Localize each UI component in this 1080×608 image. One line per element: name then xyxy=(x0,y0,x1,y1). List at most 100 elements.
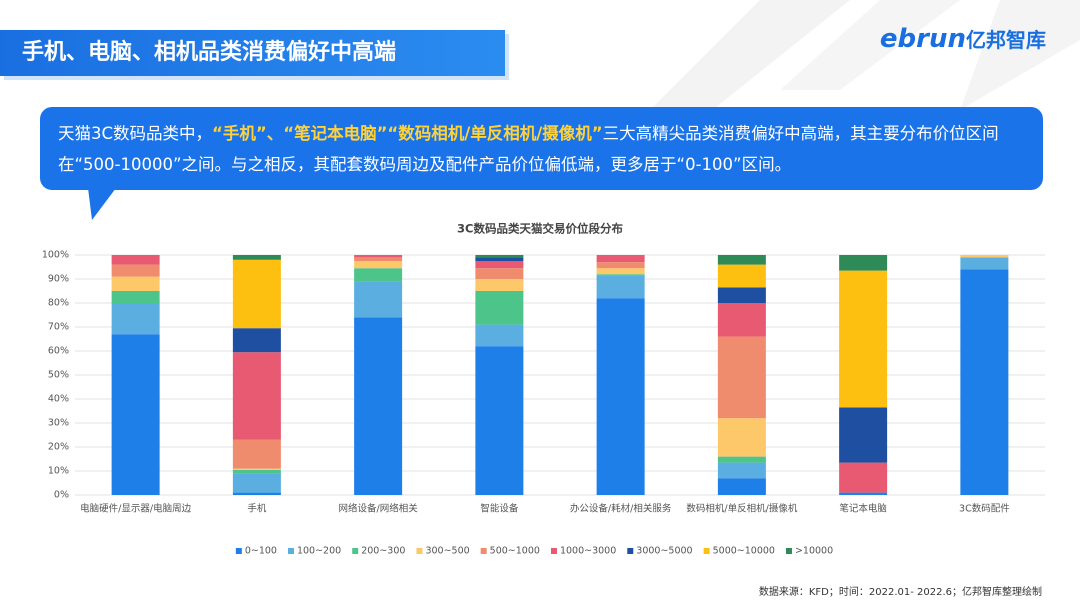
bar-segment xyxy=(354,268,403,282)
bar-segment xyxy=(596,255,645,263)
bar-segment xyxy=(111,255,160,265)
logo: ebrun亿邦智库 xyxy=(880,24,1046,54)
bar-segment xyxy=(475,279,524,291)
bar-segment xyxy=(839,407,888,463)
y-tick-label: 50% xyxy=(48,370,69,381)
bar-segment xyxy=(717,418,766,457)
bar-segment xyxy=(111,303,160,335)
y-tick-label: 70% xyxy=(48,322,69,333)
bar-segment xyxy=(232,352,281,440)
x-tick-label: 办公设备/耗材/相关服务 xyxy=(570,503,672,515)
bar-segment xyxy=(111,291,160,303)
bar-segment xyxy=(232,473,281,493)
logo-en: ebrun xyxy=(879,24,966,54)
bar-segment xyxy=(232,439,281,469)
bar-segment xyxy=(596,298,645,495)
bar-segment xyxy=(475,291,524,325)
legend-label: 1000~3000 xyxy=(560,546,616,557)
x-tick-label: 数码相机/单反相机/摄像机 xyxy=(686,503,797,515)
x-tick-label: 3C数码配件 xyxy=(959,503,1010,515)
bar-segment xyxy=(717,303,766,337)
bar-segment xyxy=(475,268,524,279)
bar-segment xyxy=(354,261,403,269)
bar-segment xyxy=(839,255,888,271)
bar-segment xyxy=(354,281,403,318)
callout-text: 三大高精尖品类消费偏好中高端，其主要分布价位区间在“500-10000”之间。与… xyxy=(58,124,999,174)
bar-segment xyxy=(232,255,281,260)
y-tick-label: 90% xyxy=(48,274,69,285)
bar-segment xyxy=(717,456,766,463)
y-tick-label: 40% xyxy=(48,394,69,405)
source: 数据来源：KFD；时间：2022.01- 2022.6；亿邦智库整理绘制 xyxy=(758,587,1042,598)
legend-swatch xyxy=(416,548,423,554)
bar-segment xyxy=(475,261,524,269)
bar-segment xyxy=(111,264,160,277)
y-tick-label: 10% xyxy=(48,466,69,477)
bar-segment xyxy=(717,255,766,265)
callout: 天猫3C数码品类中，“手机”、“笔记本电脑”“数码相机/单反相机/摄像机”三大高… xyxy=(40,107,1043,190)
callout-tail xyxy=(88,188,116,220)
callout-highlight: “手机”、“笔记本电脑”“数码相机/单反相机/摄像机” xyxy=(212,124,603,143)
legend-swatch xyxy=(235,548,242,554)
bar-segment xyxy=(717,336,766,419)
bar-segment xyxy=(839,492,888,495)
legend-label: 500~1000 xyxy=(490,546,540,557)
bar-segment xyxy=(960,255,1009,258)
x-tick-label: 网络设备/网络相关 xyxy=(339,503,419,515)
legend-swatch xyxy=(287,548,294,554)
bar-segment xyxy=(596,262,645,269)
legend-swatch xyxy=(703,548,710,554)
legend-label: 300~500 xyxy=(425,546,469,557)
bar-segment xyxy=(232,469,281,474)
y-tick-label: 20% xyxy=(48,442,69,453)
y-tick-label: 100% xyxy=(42,250,69,261)
legend-label: >10000 xyxy=(795,546,833,557)
bar-segment xyxy=(596,268,645,275)
bar-segment xyxy=(354,317,403,495)
legend-label: 200~300 xyxy=(361,546,405,557)
bar-segment xyxy=(232,328,281,353)
bar-segment xyxy=(475,324,524,347)
bar-segment xyxy=(475,257,524,261)
y-tick-label: 0% xyxy=(54,490,69,501)
legend-label: 3000~5000 xyxy=(636,546,692,557)
bar-segment xyxy=(596,274,645,276)
bar-segment xyxy=(232,468,281,470)
y-tick-label: 30% xyxy=(48,418,69,429)
bar-segment xyxy=(232,492,281,495)
x-tick-label: 电脑硬件/显示器/电脑周边 xyxy=(80,503,191,515)
bar-segment xyxy=(354,255,403,258)
bar-segment xyxy=(960,257,1009,270)
y-tick-label: 80% xyxy=(48,298,69,309)
bar-segment xyxy=(111,276,160,291)
bar-segment xyxy=(717,264,766,288)
bar-segment xyxy=(960,269,1009,495)
logo-cn: 亿邦智库 xyxy=(966,28,1046,52)
legend-label: 0~100 xyxy=(245,546,277,557)
bar-segment xyxy=(717,462,766,479)
chart-title: 3C数码品类天猫交易价位段分布 xyxy=(457,222,623,236)
y-tick-label: 60% xyxy=(48,346,69,357)
x-tick-label: 笔记本电脑 xyxy=(839,503,887,515)
bar-segment xyxy=(475,346,524,495)
bar-segment xyxy=(111,334,160,495)
legend-swatch xyxy=(627,548,634,554)
legend-swatch xyxy=(480,548,487,554)
bar-segment xyxy=(596,275,645,299)
legend-label: 100~200 xyxy=(297,546,341,557)
bar-segment xyxy=(717,478,766,495)
callout-text: 天猫3C数码品类中， xyxy=(58,124,213,143)
x-tick-label: 手机 xyxy=(247,503,267,515)
bar-segment xyxy=(475,255,524,258)
slide-title: 手机、电脑、相机品类消费偏好中高端 xyxy=(0,30,505,76)
bar-segment xyxy=(839,462,888,493)
bar-segment xyxy=(717,287,766,303)
legend-label: 5000~10000 xyxy=(713,546,775,557)
x-tick-label: 智能设备 xyxy=(480,503,519,515)
bar-segment xyxy=(232,259,281,329)
legend-swatch xyxy=(352,548,359,554)
bar-segment xyxy=(354,257,403,261)
